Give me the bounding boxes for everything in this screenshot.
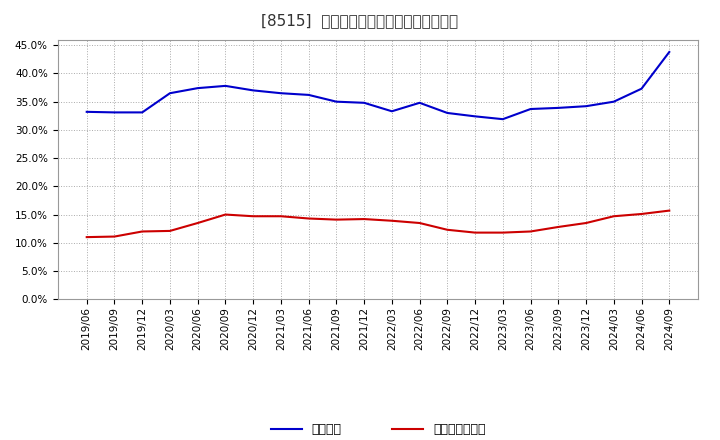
固定比率 [82, 109, 91, 114]
Legend: 固定比率, 固定長期適合率: 固定比率, 固定長期適合率 [271, 423, 485, 436]
固定比率 [637, 86, 646, 92]
固定比率 [194, 85, 202, 91]
固定比率 [387, 109, 396, 114]
固定長期適合率 [82, 235, 91, 240]
固定長期適合率 [110, 234, 119, 239]
Line: 固定比率: 固定比率 [86, 52, 670, 119]
固定比率 [498, 117, 507, 122]
固定比率 [110, 110, 119, 115]
固定長期適合率 [526, 229, 535, 234]
Text: [8515]  固定比率、固定長期適合率の推移: [8515] 固定比率、固定長期適合率の推移 [261, 13, 459, 28]
固定比率 [360, 100, 369, 106]
固定長期適合率 [166, 228, 174, 234]
固定長期適合率 [249, 213, 258, 219]
固定比率 [305, 92, 313, 98]
固定長期適合率 [360, 216, 369, 222]
固定長期適合率 [471, 230, 480, 235]
固定比率 [276, 91, 285, 96]
固定長期適合率 [665, 208, 674, 213]
固定長期適合率 [609, 213, 618, 219]
固定比率 [554, 105, 562, 110]
固定比率 [471, 114, 480, 119]
固定長期適合率 [138, 229, 147, 234]
固定比率 [582, 103, 590, 109]
Line: 固定長期適合率: 固定長期適合率 [86, 211, 670, 237]
固定長期適合率 [194, 220, 202, 226]
固定長期適合率 [443, 227, 451, 232]
固定比率 [138, 110, 147, 115]
固定長期適合率 [332, 217, 341, 222]
固定長期適合率 [305, 216, 313, 221]
固定長期適合率 [554, 224, 562, 230]
固定比率 [526, 106, 535, 112]
固定比率 [166, 91, 174, 96]
固定長期適合率 [387, 218, 396, 224]
固定長期適合率 [582, 220, 590, 226]
固定比率 [609, 99, 618, 104]
固定長期適合率 [637, 211, 646, 216]
固定比率 [221, 83, 230, 88]
固定長期適合率 [276, 213, 285, 219]
固定比率 [249, 88, 258, 93]
固定長期適合率 [498, 230, 507, 235]
固定長期適合率 [221, 212, 230, 217]
固定比率 [415, 100, 424, 106]
固定長期適合率 [415, 220, 424, 226]
固定比率 [665, 49, 674, 55]
固定比率 [443, 110, 451, 116]
固定比率 [332, 99, 341, 104]
